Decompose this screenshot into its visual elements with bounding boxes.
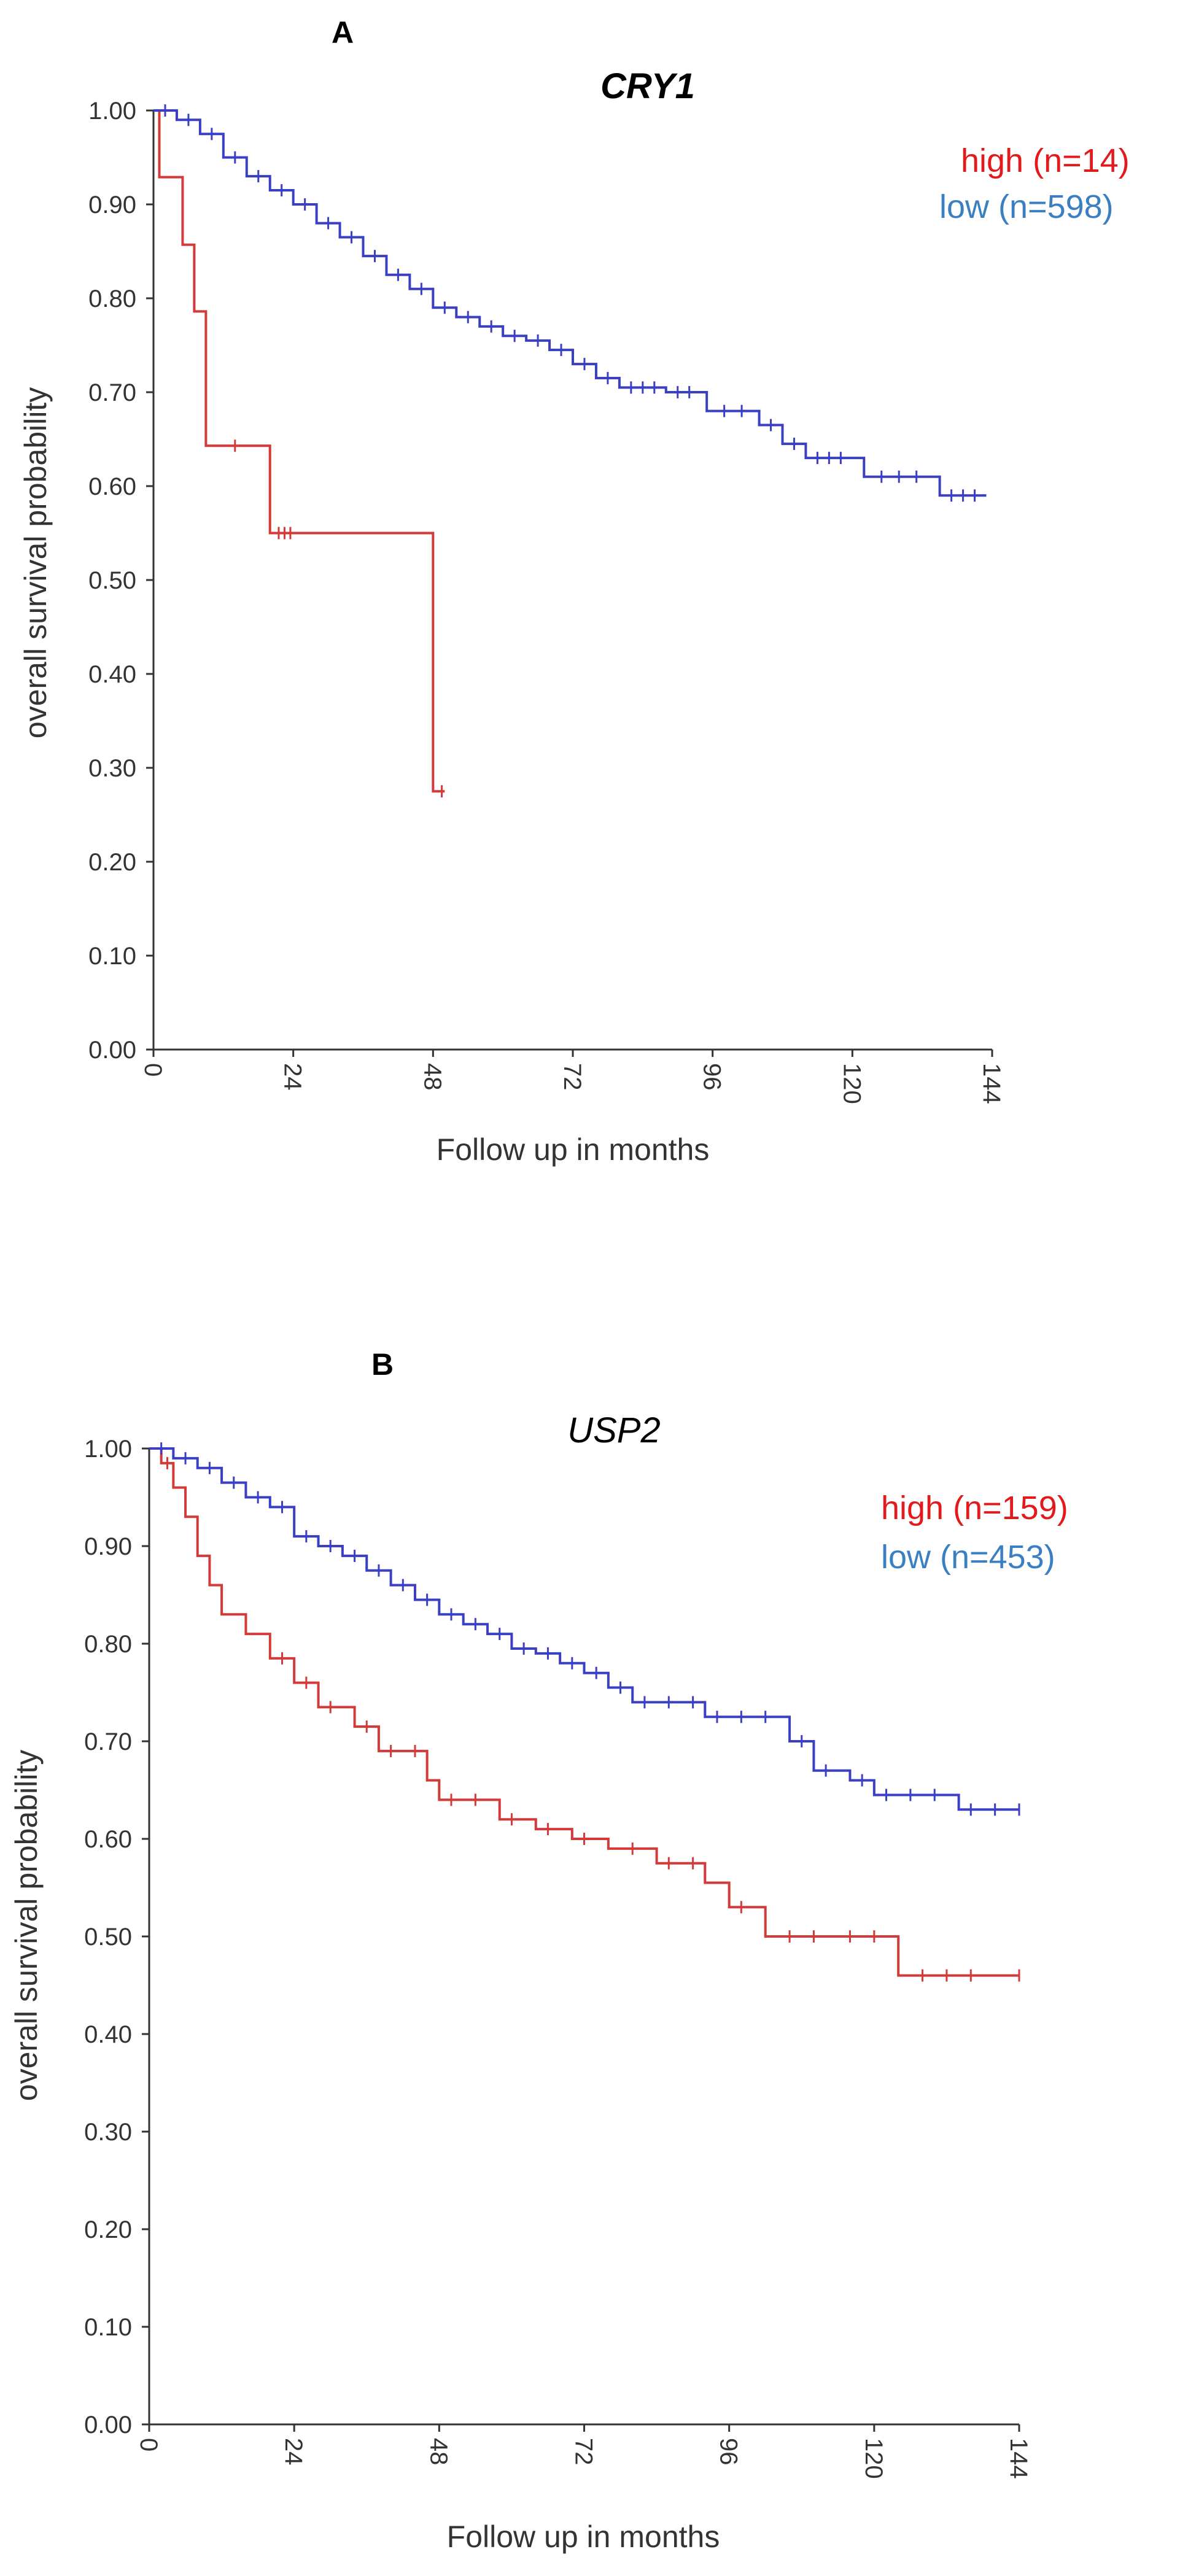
panel-b-x-tick-label: 144 <box>1005 2438 1032 2479</box>
panel-a: A CRY1 high (n=14) low (n=598) overall s… <box>18 15 1130 1167</box>
panel-b-series-high-line <box>149 1447 1019 1977</box>
panel-b-x-axis-label: Follow up in months <box>447 2520 720 2554</box>
panel-b-y-tick-label: 0.00 <box>84 2412 132 2439</box>
panel-b-y-tick-label: 0.30 <box>84 2119 132 2146</box>
panel-a-letter: A <box>332 15 354 50</box>
panel-a-legend-low: low (n=598) <box>939 188 1114 225</box>
panel-a-y-axis-label: overall survival probability <box>18 387 53 738</box>
panel-b-x-tick-label: 24 <box>280 2438 307 2466</box>
panel-a-x-tick-label: 24 <box>279 1063 306 1091</box>
panel-a-x-ticks: 0 24 48 72 96 120 144 <box>139 1050 1005 1104</box>
panel-b-y-ticks: 0.00 0.10 0.20 0.30 0.40 0.50 0.60 0.70 0.80 0.90… <box>84 1436 149 2439</box>
panel-b: B USP2 high (n=159) low (n=453) overall … <box>9 1347 1068 2554</box>
panel-b-title: USP2 <box>567 1410 661 1450</box>
panel-a-x-tick-label: 144 <box>978 1063 1005 1104</box>
panel-a-x-tick-label: 96 <box>699 1063 726 1091</box>
panel-a-legend-high: high (n=14) <box>961 142 1130 179</box>
panel-b-y-tick-label: 0.40 <box>84 2021 132 2048</box>
panel-a-y-tick-label: 0.10 <box>88 943 136 970</box>
panel-a-series-high-line <box>153 109 445 793</box>
panel-a-series <box>153 104 987 798</box>
panel-a-y-tick-label: 0.40 <box>88 661 136 688</box>
panel-a-x-axis-label: Follow up in months <box>437 1132 710 1167</box>
panel-a-x-tick-label: 120 <box>838 1063 865 1104</box>
panel-a-x-tick-label: 48 <box>419 1063 446 1091</box>
panel-b-y-tick-label: 0.80 <box>84 1631 132 1658</box>
panel-b-x-tick-label: 0 <box>135 2438 162 2451</box>
panel-a-y-tick-label: 0.90 <box>88 191 136 219</box>
panel-a-y-tick-label: 0.60 <box>88 473 136 500</box>
panel-a-title: CRY1 <box>600 66 695 106</box>
panel-b-letter: B <box>371 1347 394 1382</box>
panel-b-x-tick-label: 96 <box>715 2438 742 2466</box>
panel-a-y-tick-label: 0.00 <box>88 1037 136 1064</box>
panel-b-y-tick-label: 0.70 <box>84 1728 132 1755</box>
panel-a-y-ticks: 0.00 0.10 0.20 0.30 0.40 0.50 0.60 0.70 0.80 0.90… <box>88 98 153 1064</box>
panel-a-y-tick-label: 0.80 <box>88 285 136 312</box>
panel-a-x-tick-label: 0 <box>139 1063 166 1077</box>
panel-b-y-tick-label: 0.20 <box>84 2216 132 2243</box>
panel-b-x-tick-label: 120 <box>860 2438 887 2479</box>
panel-b-legend-high: high (n=159) <box>881 1490 1068 1526</box>
panel-b-y-tick-label: 0.10 <box>84 2314 132 2341</box>
panel-b-y-tick-label: 0.60 <box>84 1826 132 1853</box>
panel-a-y-tick-label: 0.50 <box>88 567 136 594</box>
panel-b-y-tick-label: 1.00 <box>84 1436 132 1463</box>
panel-a-y-tick-label: 0.30 <box>88 755 136 782</box>
panel-b-x-ticks: 0 24 48 72 96 120 144 <box>135 2424 1032 2479</box>
panel-b-y-tick-label: 0.50 <box>84 1924 132 1951</box>
panel-b-series <box>149 1442 1020 1982</box>
panel-b-legend-low: low (n=453) <box>881 1539 1055 1576</box>
panel-b-x-tick-label: 48 <box>425 2438 452 2466</box>
panel-b-x-tick-label: 72 <box>570 2438 597 2466</box>
panel-b-y-axis-label: overall survival probability <box>9 1750 44 2101</box>
panel-a-y-tick-label: 0.70 <box>88 379 136 406</box>
panel-a-x-tick-label: 72 <box>559 1063 586 1091</box>
panel-a-y-tick-label: 1.00 <box>88 98 136 125</box>
panel-b-y-tick-label: 0.90 <box>84 1533 132 1560</box>
panel-a-series-low-line <box>153 109 987 497</box>
panel-a-y-tick-label: 0.20 <box>88 849 136 876</box>
